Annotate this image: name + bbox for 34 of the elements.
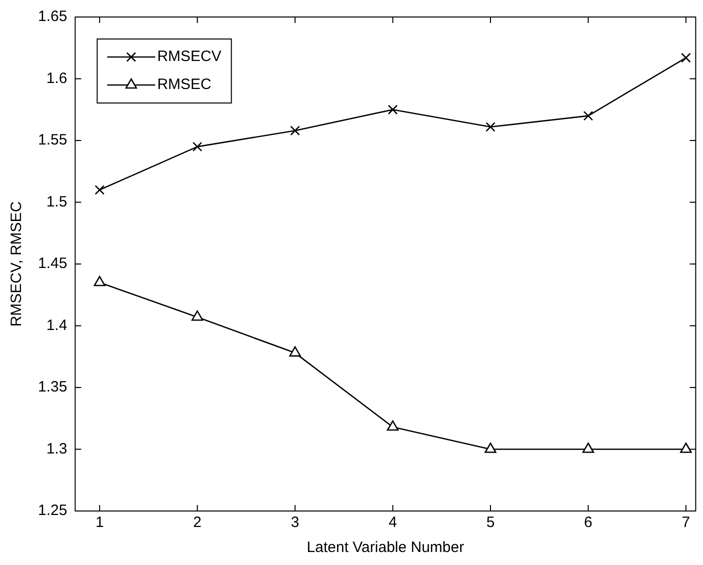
- point: [192, 142, 202, 152]
- x-tick-label: 3: [290, 514, 300, 532]
- point: [94, 276, 106, 286]
- point: [388, 104, 398, 115]
- y-tick-label: 1.3: [46, 440, 68, 458]
- point: [386, 420, 399, 431]
- point: [290, 126, 300, 136]
- y-axis-title: RMSECV, RMSEC: [8, 201, 26, 327]
- point: [680, 442, 692, 453]
- point: [486, 122, 496, 132]
- point: [484, 442, 496, 453]
- x-tick-label: 5: [486, 514, 495, 532]
- point: [681, 52, 691, 63]
- x-tick-label: 2: [193, 514, 202, 532]
- y-tick-label: 1.5: [46, 193, 68, 210]
- y-tick-label: 1.4: [46, 316, 68, 334]
- y-tick-label: 1.6: [46, 70, 68, 87]
- point: [94, 185, 105, 195]
- x-axis-title: Latent Variable Number: [306, 539, 464, 556]
- point: [191, 310, 204, 321]
- x-tick-label: 1: [95, 514, 104, 532]
- point: [582, 442, 594, 453]
- x-tick-label: 4: [388, 514, 397, 532]
- y-tick-label: 1.65: [38, 8, 68, 26]
- point: [289, 346, 301, 357]
- x-tick-label: 6: [584, 514, 592, 532]
- y-tick-label: 1.35: [38, 378, 68, 396]
- y-tick-label: 1.25: [38, 502, 68, 520]
- y-tick-label: 1.55: [38, 132, 68, 149]
- x-tick-label: 7: [682, 514, 690, 532]
- legend-label: RMSECV: [157, 48, 222, 66]
- y-tick-label: 1.45: [38, 255, 68, 272]
- legend-label: RMSEC: [157, 76, 212, 94]
- point: [583, 110, 594, 121]
